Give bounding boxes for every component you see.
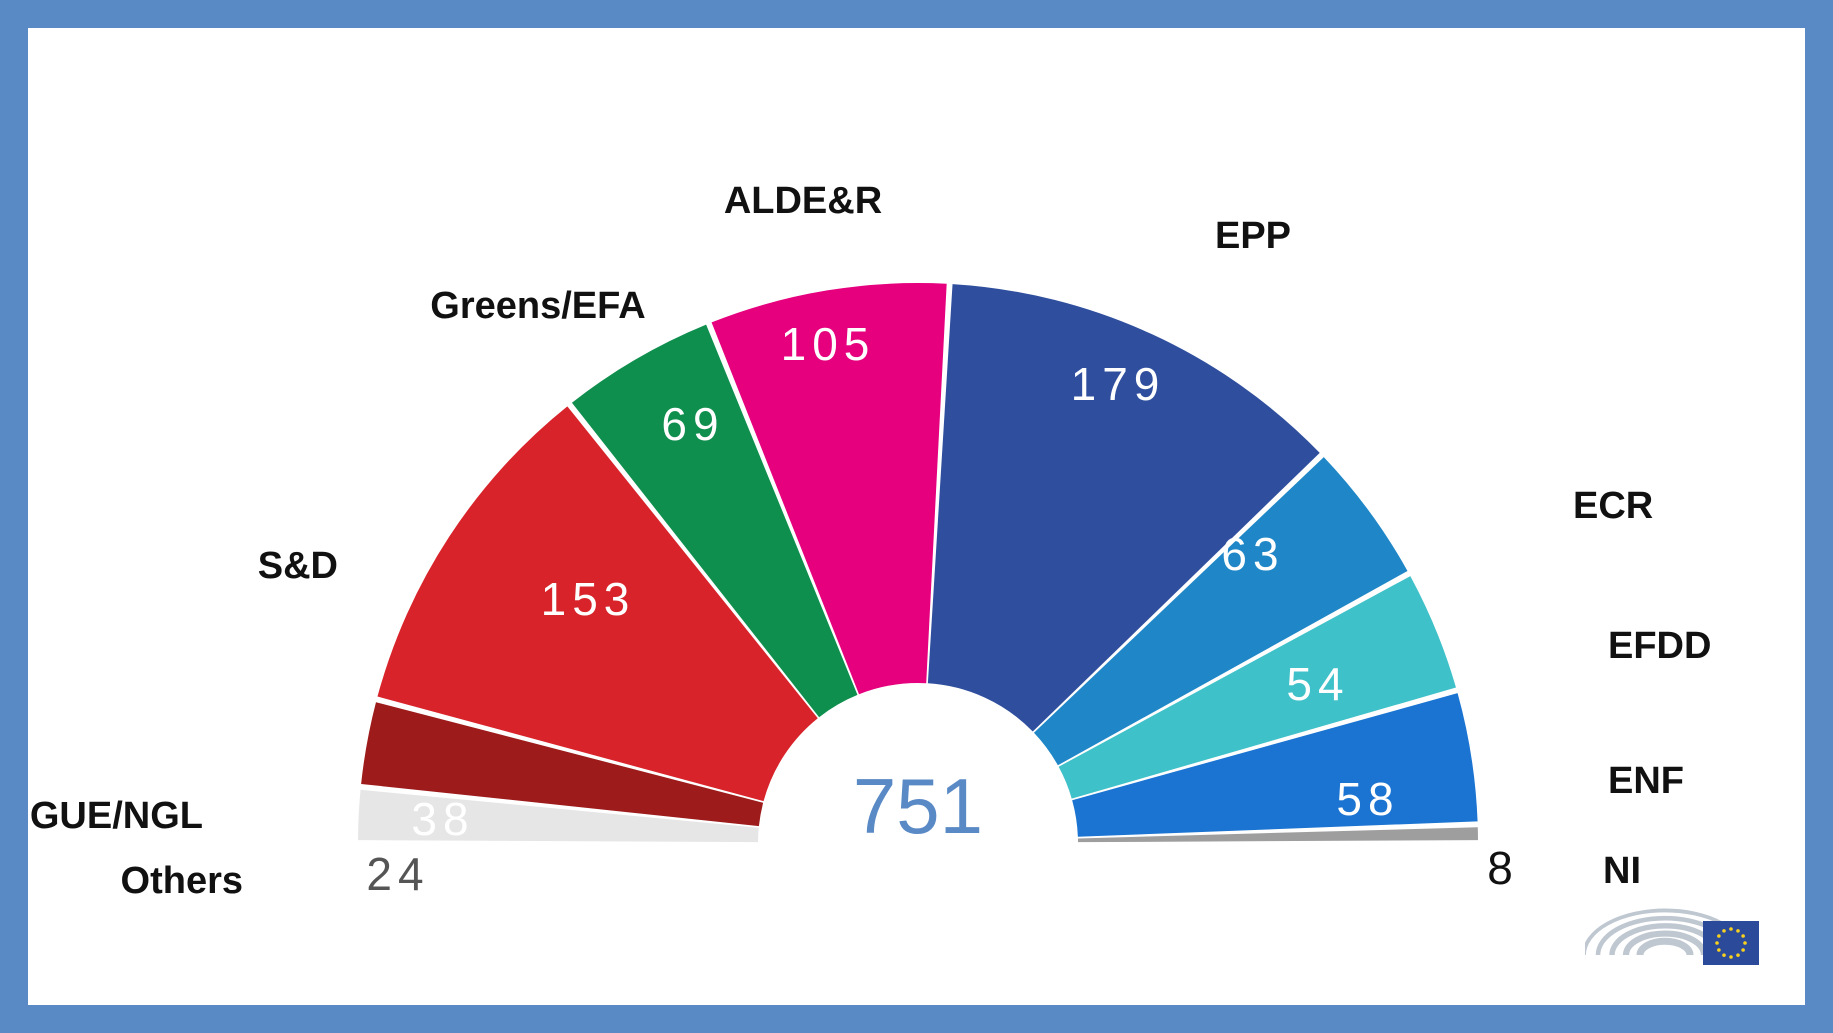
ep-logo [1585,865,1765,975]
group-label-epp: EPP [1215,215,1291,257]
total-seats: 751 [853,762,983,850]
seat-count-ecr: 63 [1221,528,1284,580]
eu-star-icon [1722,953,1726,957]
seat-count-alde-r: 105 [781,318,876,370]
group-label-ecr: ECR [1573,485,1653,527]
seat-count-gue-ngl: 38 [411,793,474,845]
hemicycle-chart: 751 24 Others 38 GUE/NGL 153 S&D 69 Greens/EFA 10… [28,28,1805,1005]
eu-star-icon [1736,953,1740,957]
eu-star-icon [1717,934,1721,938]
seat-count-s-d: 153 [541,573,636,625]
seat-count-others: 24 [366,848,429,900]
chart-frame: 751 24 Others 38 GUE/NGL 153 S&D 69 Greens/EFA 10… [0,0,1833,1033]
eu-star-icon [1729,955,1733,959]
group-label-s-d: S&D [258,545,338,587]
group-label-gue-ngl: GUE/NGL [30,795,203,837]
eu-star-icon [1717,948,1721,952]
eu-star-icon [1741,948,1745,952]
eu-star-icon [1715,941,1719,945]
seat-count-ni: 8 [1487,842,1519,894]
group-label-greens-efa: Greens/EFA [430,285,645,327]
seat-count-enf: 58 [1336,773,1399,825]
seat-count-epp: 179 [1071,358,1166,410]
eu-star-icon [1722,929,1726,933]
seat-count-efdd: 54 [1286,658,1349,710]
group-label-others: Others [121,860,243,902]
eu-star-icon [1743,941,1747,945]
group-label-alde-r: ALDE&R [724,180,882,222]
group-label-efdd: EFDD [1608,625,1711,667]
logo-arc-0 [1640,941,1690,955]
eu-star-icon [1736,929,1740,933]
eu-star-icon [1741,934,1745,938]
group-label-enf: ENF [1608,760,1684,802]
seat-count-greens-efa: 69 [661,398,724,450]
eu-star-icon [1729,927,1733,931]
